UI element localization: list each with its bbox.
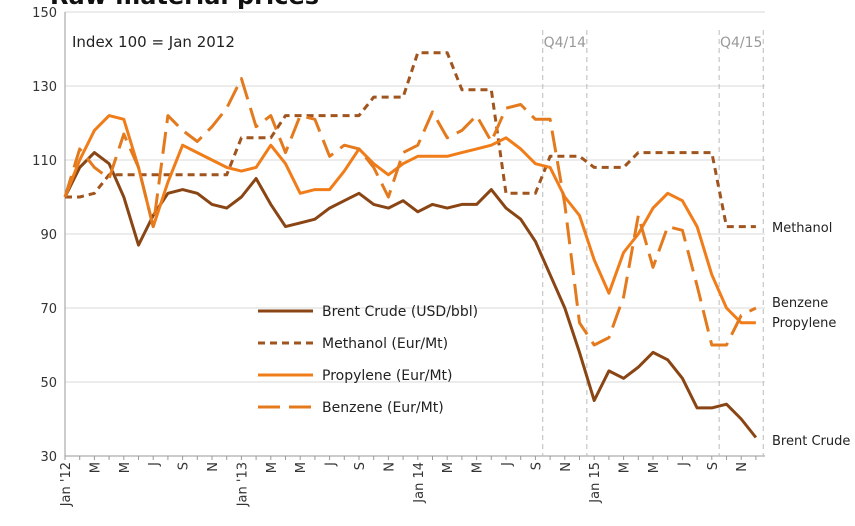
x-tick-label: M bbox=[118, 462, 133, 473]
y-tick-label: 70 bbox=[40, 302, 57, 317]
chart-title: Raw material prices bbox=[50, 0, 319, 10]
end-label: Propylene bbox=[772, 316, 836, 331]
x-tick-label: M bbox=[294, 462, 309, 473]
x-tick-label: J bbox=[500, 462, 515, 467]
x-tick-label: S bbox=[706, 462, 721, 470]
x-tick-label: N bbox=[206, 462, 221, 472]
x-tick-label: N bbox=[559, 462, 574, 472]
x-tick-label: J bbox=[147, 462, 162, 467]
series-line bbox=[63, 77, 757, 347]
legend-label: Methanol (Eur/Mt) bbox=[322, 336, 448, 352]
x-tick-label: M bbox=[441, 462, 456, 473]
x-tick-label: J bbox=[324, 462, 339, 467]
y-tick-label: 110 bbox=[32, 154, 57, 169]
x-tick-label: M bbox=[647, 462, 662, 473]
quarter-label: Q4/14 bbox=[544, 35, 587, 51]
end-label: Benzene bbox=[772, 296, 828, 311]
x-tick-label: M bbox=[471, 462, 486, 473]
y-tick-label: 50 bbox=[40, 376, 57, 391]
legend-label: Propylene (Eur/Mt) bbox=[322, 368, 453, 384]
legend-label: Benzene (Eur/Mt) bbox=[322, 400, 444, 416]
y-tick-label: 90 bbox=[40, 228, 57, 243]
legend-label: Brent Crude (USD/bbl) bbox=[322, 304, 478, 320]
series-line bbox=[65, 51, 756, 229]
x-tick-label: S bbox=[177, 462, 192, 470]
x-tick-label: N bbox=[382, 462, 397, 472]
x-tick-label: M bbox=[618, 462, 633, 473]
x-tick-label: Jan 15 bbox=[588, 462, 603, 504]
y-tick-label: 130 bbox=[32, 80, 57, 95]
x-tick-label: J bbox=[676, 462, 691, 467]
x-tick-label: Jan 14 bbox=[412, 462, 427, 504]
series-line bbox=[63, 114, 756, 325]
x-tick-label: M bbox=[265, 462, 280, 473]
x-tick-label: N bbox=[735, 462, 750, 472]
series-line bbox=[63, 151, 758, 439]
index-note: Index 100 = Jan 2012 bbox=[72, 33, 235, 51]
x-tick-label: M bbox=[88, 462, 103, 473]
end-label: Brent Crude bbox=[772, 434, 850, 449]
y-tick-label: 30 bbox=[40, 450, 57, 465]
y-tick-label: 150 bbox=[32, 6, 57, 21]
x-tick-label: S bbox=[529, 462, 544, 470]
x-tick-label: Jan '12 bbox=[59, 462, 74, 507]
end-label: Methanol bbox=[772, 221, 832, 236]
x-tick-label: Jan '13 bbox=[235, 462, 250, 507]
x-tick-label: S bbox=[353, 462, 368, 470]
quarter-label: Q4/15 bbox=[720, 35, 762, 51]
